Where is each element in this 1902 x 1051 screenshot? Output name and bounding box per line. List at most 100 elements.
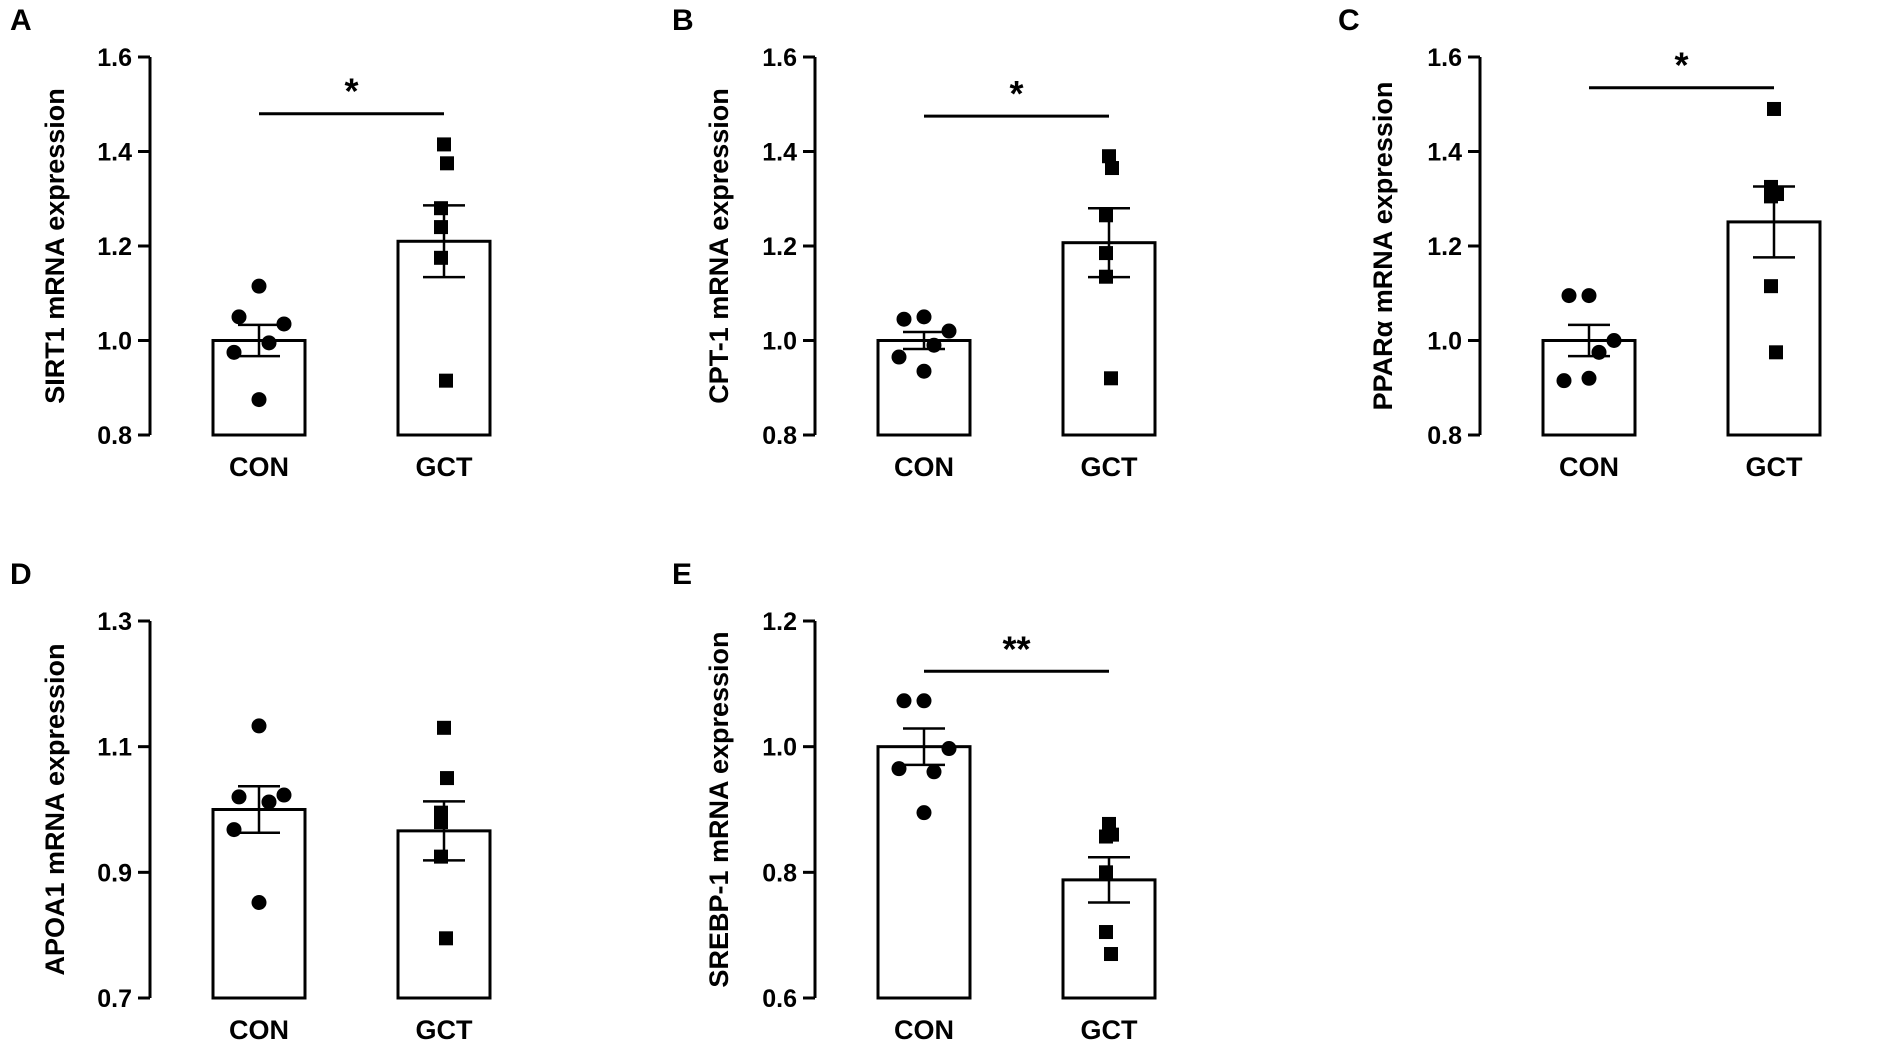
y-tick-label: 0.8 [97, 422, 132, 450]
data-point-con [226, 344, 242, 360]
y-tick-label: 0.9 [97, 859, 132, 887]
data-point-gct [1104, 947, 1118, 962]
panel-b: B CPT-1 mRNA expression 0.8 1.0 1.2 1.4 1.6 CON… [672, 4, 1157, 482]
panel-a: A SIRT1 mRNA expression 0.8 1.0 1.2 1.4 1.6 CON… [10, 4, 492, 482]
data-point-con [251, 894, 267, 910]
data-point-con [896, 311, 912, 327]
data-point-con [231, 789, 247, 805]
y-tick-label: 0.6 [762, 985, 797, 1013]
panel-letter: C [1338, 4, 1360, 37]
panel-e: E SREBP-1 mRNA expression 0.6 0.8 1.0 1.2 CON G… [672, 558, 1157, 1045]
y-tick-label: 0.7 [97, 985, 132, 1013]
data-point-con [916, 693, 932, 709]
bar-con [876, 339, 972, 437]
y-axis-title: PPARα mRNA expression [1368, 82, 1398, 411]
data-point-gct [434, 849, 448, 864]
data-point-gct [1099, 925, 1113, 940]
data-point-con [276, 787, 292, 803]
y-axis-title: SIRT1 mRNA expression [40, 88, 70, 404]
data-point-con [251, 718, 267, 734]
category-label-gct: GCT [1081, 1015, 1139, 1045]
data-point-con [1581, 370, 1597, 386]
significance-label: * [1009, 73, 1023, 114]
y-tick-label: 1.6 [762, 44, 797, 72]
y-tick-label: 0.8 [1427, 422, 1462, 450]
data-point-gct [439, 373, 453, 388]
y-axis-title: CPT-1 mRNA expression [704, 88, 734, 404]
data-point-gct [434, 250, 448, 265]
data-point-con [261, 794, 277, 810]
data-point-gct [440, 156, 454, 171]
data-point-gct [1102, 816, 1116, 831]
data-point-con [1581, 288, 1597, 304]
bar-gct [1061, 241, 1157, 437]
y-tick-label: 1.4 [97, 139, 132, 167]
y-tick-label: 0.8 [762, 859, 797, 887]
y-tick-label: 1.0 [762, 328, 797, 356]
data-point-con [1591, 344, 1607, 360]
data-point-con [916, 805, 932, 821]
category-label-con: CON [1559, 452, 1619, 482]
panel-c: C PPARα mRNA expression 0.8 1.0 1.2 1.4 1.6 CON… [1338, 4, 1822, 482]
data-point-con [251, 392, 267, 408]
y-tick-label: 1.1 [97, 734, 132, 762]
data-point-con [926, 764, 942, 780]
bar-gct [1726, 220, 1822, 437]
category-label-con: CON [894, 1015, 954, 1045]
data-point-con [1561, 288, 1577, 304]
data-point-con [1606, 333, 1622, 348]
data-point-con [896, 693, 912, 709]
data-point-con [941, 323, 957, 339]
data-point-gct [1104, 371, 1118, 386]
y-tick-label: 1.6 [1427, 44, 1462, 72]
data-point-gct [1764, 189, 1778, 204]
significance-label: * [1674, 45, 1688, 86]
category-label-gct: GCT [416, 452, 474, 482]
data-point-con [261, 335, 277, 351]
category-label-gct: GCT [1746, 452, 1804, 482]
y-tick-label: 1.2 [762, 608, 797, 636]
category-label-gct: GCT [1081, 452, 1139, 482]
y-tick-label: 1.0 [97, 328, 132, 356]
data-point-gct [1764, 279, 1778, 294]
y-tick-label: 1.3 [97, 608, 132, 636]
data-point-gct [1099, 865, 1113, 880]
y-axis-title: APOA1 mRNA expression [40, 643, 70, 975]
bar-con [876, 745, 972, 1000]
category-label-con: CON [894, 452, 954, 482]
y-tick-label: 1.2 [97, 233, 132, 261]
panel-letter: B [672, 4, 694, 37]
y-tick-label: 1.2 [1427, 233, 1462, 261]
data-point-gct [440, 771, 454, 786]
panel-letter: A [10, 4, 32, 37]
data-point-con [251, 278, 267, 294]
data-point-con [941, 741, 957, 757]
data-point-con [891, 761, 907, 777]
panel-letter: E [672, 558, 692, 591]
category-label-gct: GCT [416, 1015, 474, 1045]
data-point-gct [1102, 149, 1116, 164]
data-point-con [276, 316, 292, 332]
data-point-con [226, 822, 242, 838]
data-point-con [916, 363, 932, 379]
y-tick-label: 1.6 [97, 44, 132, 72]
significance-label: ** [1002, 628, 1030, 669]
data-point-gct [437, 137, 451, 152]
y-tick-label: 1.2 [762, 233, 797, 261]
data-point-gct [434, 815, 448, 830]
y-tick-label: 0.8 [762, 422, 797, 450]
data-point-gct [439, 931, 453, 946]
y-tick-label: 1.0 [1427, 328, 1462, 356]
data-point-gct [437, 720, 451, 735]
y-tick-label: 1.0 [762, 734, 797, 762]
y-tick-label: 1.4 [762, 139, 797, 167]
data-point-gct [434, 201, 448, 216]
category-label-con: CON [229, 1015, 289, 1045]
data-point-gct [1099, 246, 1113, 261]
data-point-gct [434, 220, 448, 235]
data-point-gct [1767, 101, 1781, 116]
data-point-con [1556, 373, 1572, 389]
data-point-gct [1099, 208, 1113, 223]
y-axis-title: SREBP-1 mRNA expression [704, 631, 734, 987]
